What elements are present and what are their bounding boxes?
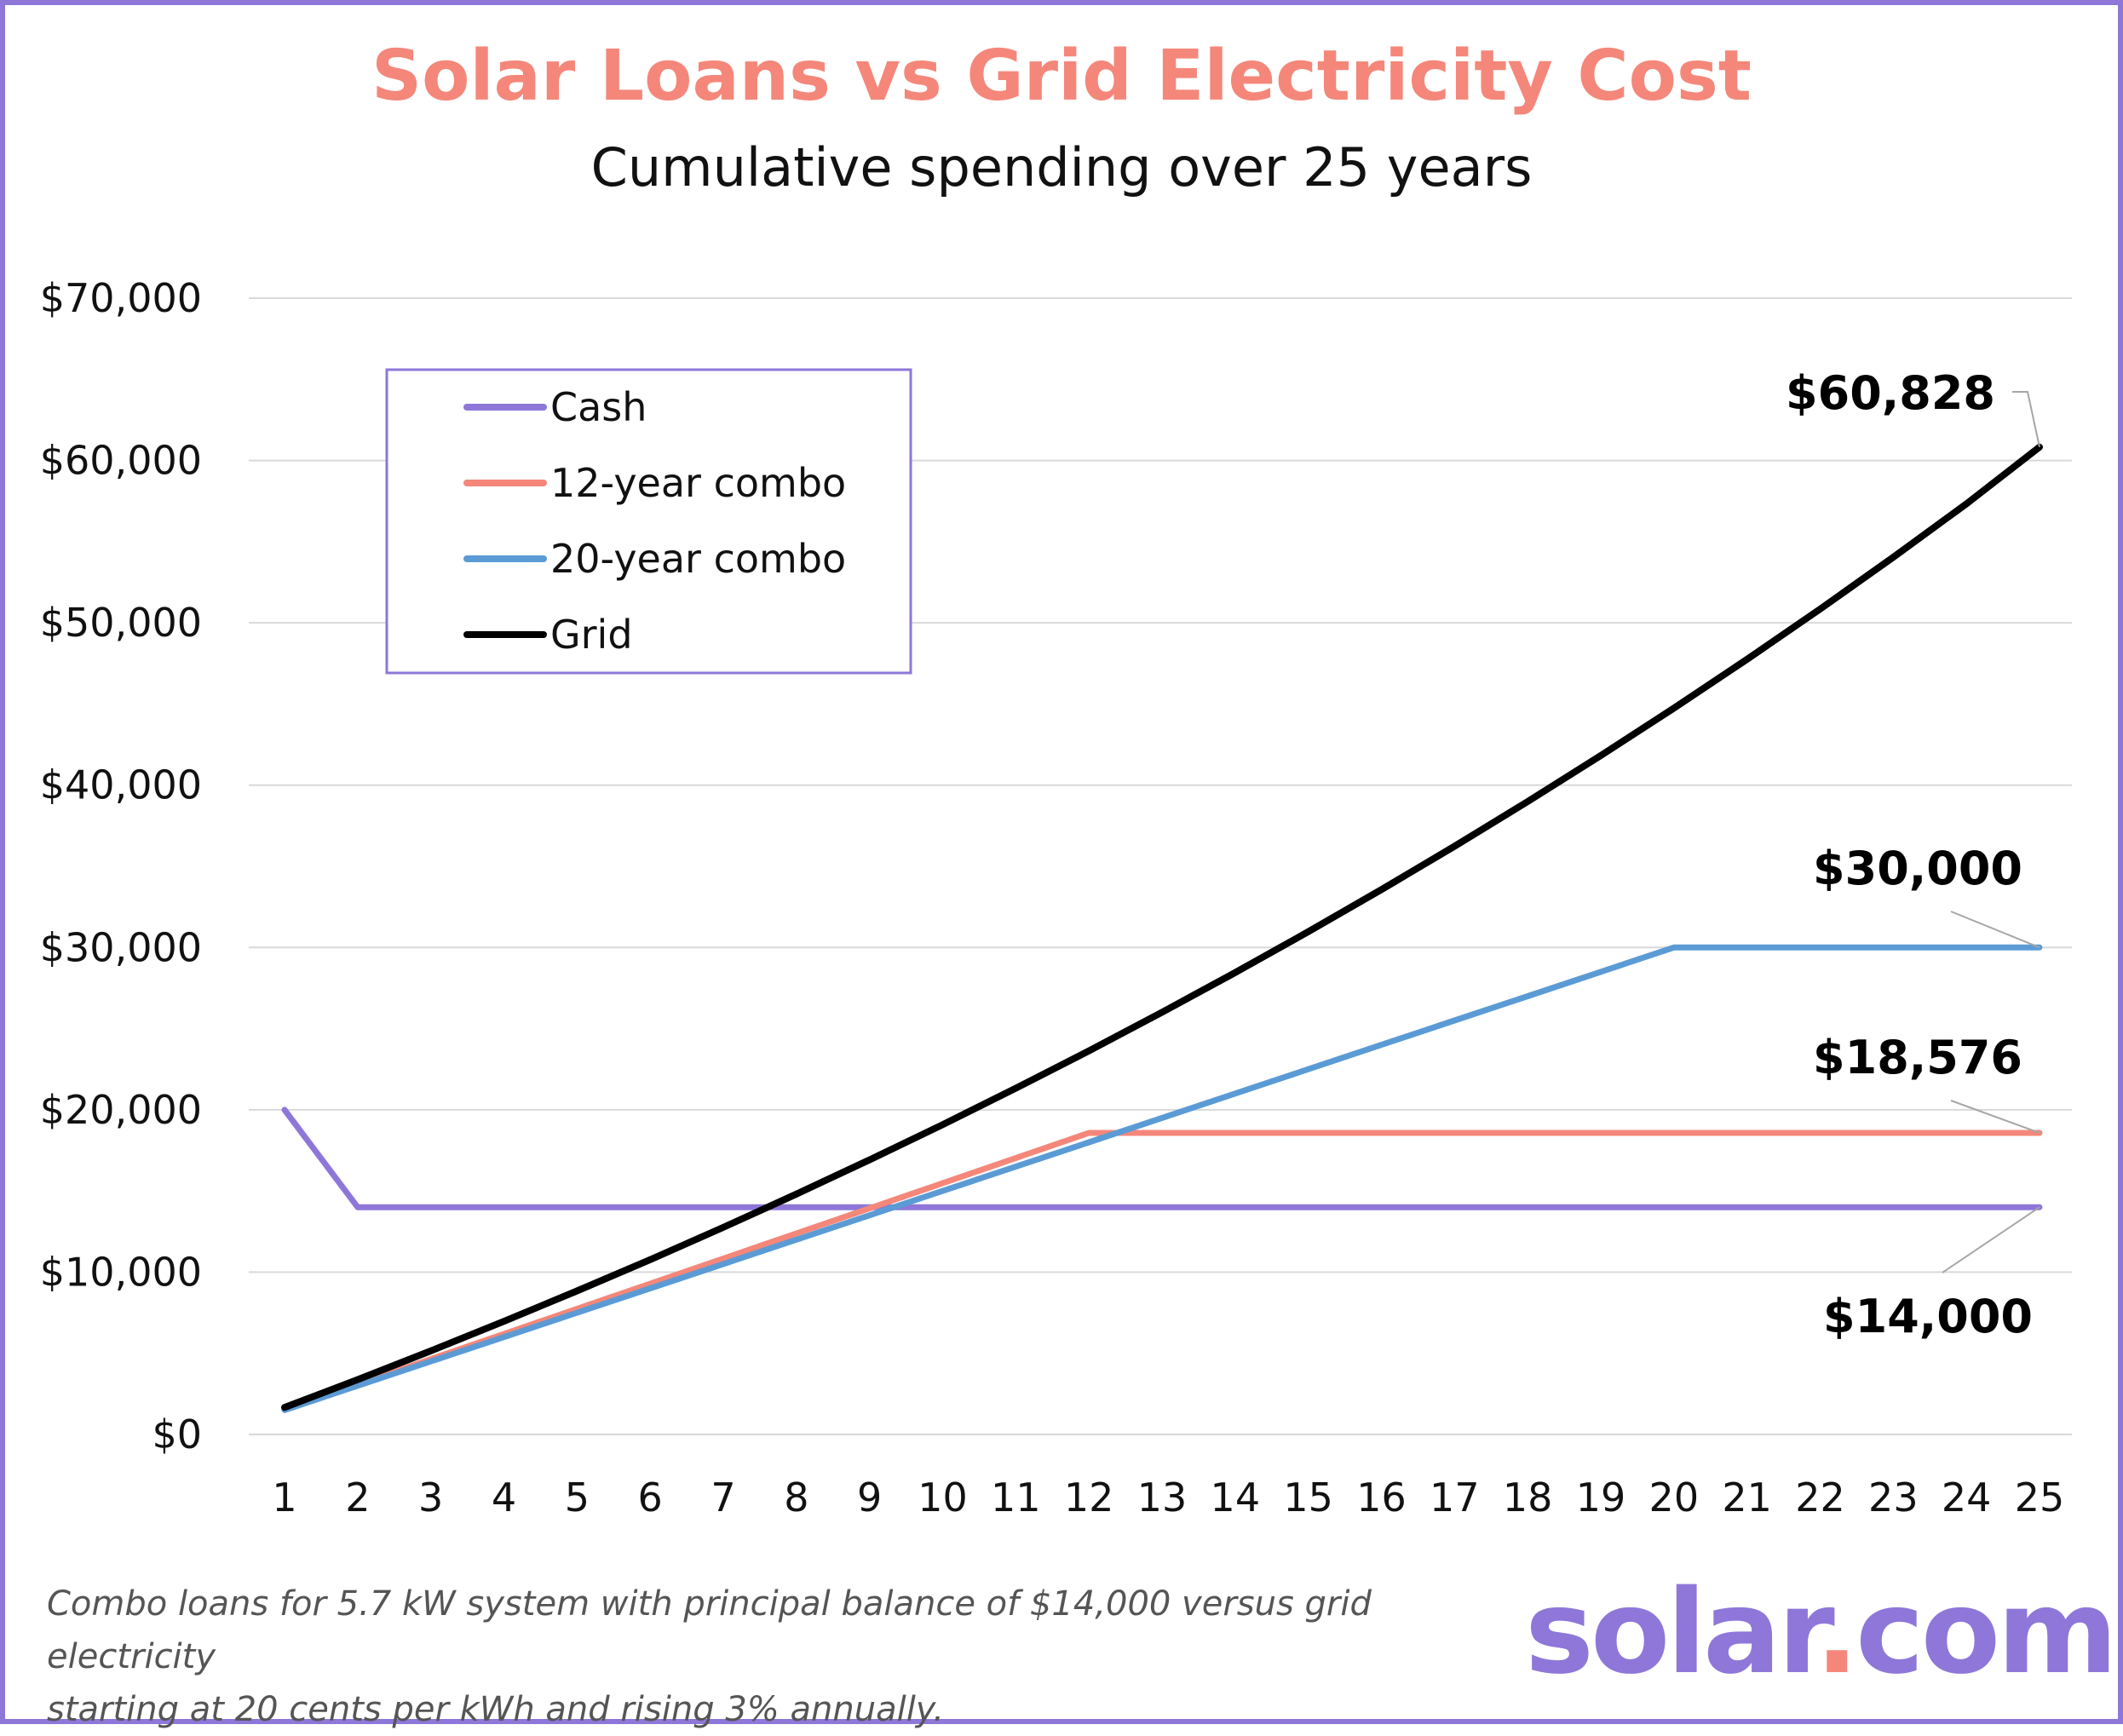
x-tick-label: 9	[857, 1474, 882, 1520]
x-tick-label: 19	[1576, 1474, 1626, 1520]
x-tick-label: 4	[492, 1474, 516, 1520]
x-tick-label: 21	[1722, 1474, 1772, 1520]
series-line-20-year-combo	[281, 944, 2043, 1413]
x-tick-label: 3	[418, 1474, 443, 1520]
legend-label: Cash	[550, 384, 647, 430]
x-tick-label: 25	[2015, 1474, 2065, 1520]
brand-dot: .	[1815, 1566, 1859, 1700]
y-tick-label: $0	[152, 1411, 202, 1457]
brand-trademark: TM	[2118, 1576, 2123, 1613]
chart-title: Solar Loans vs Grid Electricity Cost	[371, 36, 1752, 117]
y-tick-label: $50,000	[40, 600, 202, 646]
legend-label: Grid	[550, 612, 633, 658]
series-line-12-year-combo	[281, 1130, 2043, 1412]
x-tick-label: 1	[272, 1474, 296, 1520]
x-tick-label: 12	[1064, 1474, 1114, 1520]
x-tick-label: 20	[1649, 1474, 1700, 1520]
x-tick-label: 7	[711, 1474, 735, 1520]
brand-tail: com	[1855, 1566, 2118, 1700]
x-tick-label: 14	[1211, 1474, 1261, 1520]
annotation-label: $60,828	[1786, 366, 1995, 420]
x-tick-label: 8	[784, 1474, 808, 1520]
annotation-label: $14,000	[1823, 1290, 2033, 1343]
x-tick-label: 13	[1137, 1474, 1188, 1520]
legend-label: 20-year combo	[550, 536, 846, 582]
y-tick-label: $30,000	[40, 924, 202, 970]
x-tick-label: 24	[1942, 1474, 1992, 1520]
series-line-grid	[281, 443, 2043, 1411]
x-tick-label: 23	[1868, 1474, 1919, 1520]
chart-caption: Combo loans for 5.7 kW system with princ…	[47, 1578, 1546, 1736]
annotation-leader	[2012, 391, 2040, 448]
x-tick-label: 10	[918, 1474, 968, 1520]
caption-line-1: Combo loans for 5.7 kW system with princ…	[47, 1584, 1372, 1676]
annotation-leader	[1942, 1206, 2040, 1273]
x-tick-label: 6	[638, 1474, 663, 1520]
legend	[385, 368, 912, 675]
caption-line-2: starting at 20 cents per kWh and rising …	[47, 1690, 945, 1729]
legend-label: 12-year combo	[550, 460, 846, 506]
x-tick-label: 15	[1283, 1474, 1333, 1520]
annotation-label: $30,000	[1813, 842, 2022, 895]
chart-subtitle: Cumulative spending over 25 years	[590, 136, 1533, 198]
annotation-leader	[1950, 1100, 2040, 1134]
x-tick-label: 11	[991, 1474, 1041, 1520]
y-tick-label: $70,000	[40, 275, 202, 321]
y-tick-label: $60,000	[40, 438, 202, 484]
x-tick-label: 5	[565, 1474, 590, 1520]
annotation-leader	[1950, 911, 2040, 949]
x-tick-label: 16	[1356, 1474, 1407, 1520]
brand-main: solar	[1525, 1566, 1818, 1700]
y-tick-label: $10,000	[40, 1249, 202, 1295]
brand-logo: solar.comTM	[1525, 1566, 2123, 1700]
y-tick-label: $20,000	[40, 1087, 202, 1133]
y-tick-label: $40,000	[40, 762, 202, 808]
series-line-cash	[281, 1107, 2043, 1210]
x-tick-label: 22	[1795, 1474, 1845, 1520]
x-tick-label: 17	[1430, 1474, 1480, 1520]
x-tick-label: 2	[345, 1474, 370, 1520]
x-tick-label: 18	[1503, 1474, 1553, 1520]
annotation-label: $18,576	[1813, 1031, 2022, 1084]
